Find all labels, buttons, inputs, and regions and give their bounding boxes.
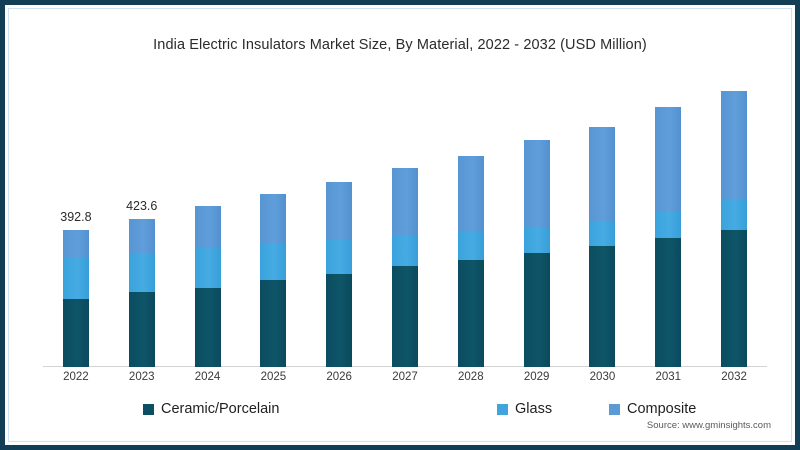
bar-segment-glass[interactable] bbox=[392, 235, 418, 267]
bar-value-label: 392.8 bbox=[60, 209, 92, 224]
x-axis-tick-2028: 2028 bbox=[458, 371, 484, 383]
bar-group[interactable] bbox=[319, 77, 359, 367]
bar-segment-glass[interactable] bbox=[457, 231, 484, 261]
x-axis-tick-2029: 2029 bbox=[523, 371, 550, 383]
stacked-bar[interactable] bbox=[457, 156, 484, 367]
bar-segment-glass[interactable] bbox=[194, 247, 221, 289]
legend-swatch-icon bbox=[497, 403, 508, 415]
stacked-bar[interactable] bbox=[260, 194, 287, 367]
bar-segment-ceramic[interactable] bbox=[62, 298, 89, 367]
x-axis-tick-2030: 2030 bbox=[589, 371, 616, 383]
bar-value-label: 423.6 bbox=[126, 199, 158, 213]
chart-legend: Ceramic/Porcelain Glass Composite bbox=[5, 401, 800, 423]
bar-segment-ceramic[interactable] bbox=[260, 280, 287, 367]
stacked-bar[interactable] bbox=[326, 181, 353, 367]
plot-area: 392.8 423.6 bbox=[43, 77, 767, 367]
bar-segment-composite[interactable] bbox=[392, 168, 418, 236]
x-axis-tick-2031: 2031 bbox=[655, 371, 682, 383]
bar-group[interactable] bbox=[517, 77, 557, 367]
bar-segment-glass[interactable] bbox=[62, 257, 89, 299]
bar-segment-glass[interactable] bbox=[128, 252, 155, 293]
bar-segment-ceramic[interactable] bbox=[721, 230, 748, 367]
bar-segment-composite[interactable] bbox=[62, 229, 89, 258]
stacked-bar[interactable] bbox=[721, 91, 748, 367]
bar-segment-ceramic[interactable] bbox=[655, 238, 682, 367]
stacked-bar[interactable] bbox=[589, 126, 616, 367]
stacked-bar[interactable] bbox=[62, 229, 89, 367]
bar-segment-ceramic[interactable] bbox=[392, 266, 418, 367]
bar-group[interactable] bbox=[714, 77, 754, 367]
stacked-bar[interactable] bbox=[392, 168, 418, 367]
x-axis-tick-labels: 2022 2023 2024 2025 2026 2027 2028 2029 2030 2031… bbox=[43, 371, 767, 391]
legend-item-glass[interactable]: Glass bbox=[497, 401, 552, 417]
x-axis-tick-2026: 2026 bbox=[326, 371, 352, 383]
legend-label: Composite bbox=[627, 401, 697, 417]
bar-segment-composite[interactable] bbox=[721, 91, 748, 201]
bar-segment-ceramic[interactable] bbox=[523, 252, 550, 367]
bar-segment-composite[interactable] bbox=[655, 107, 682, 212]
stacked-bar[interactable] bbox=[194, 205, 221, 367]
bar-segment-composite[interactable] bbox=[194, 205, 221, 248]
source-attribution: Source: www.gminsights.com bbox=[646, 420, 771, 431]
bar-group[interactable]: 423.6 bbox=[122, 77, 162, 367]
x-axis-tick-2024: 2024 bbox=[194, 371, 221, 383]
bar-group[interactable] bbox=[385, 77, 425, 367]
bar-segment-composite[interactable] bbox=[523, 139, 550, 227]
bar-segment-glass[interactable] bbox=[260, 244, 287, 281]
bar-group[interactable] bbox=[253, 77, 293, 367]
chart-title: India Electric Insulators Market Size, B… bbox=[153, 37, 647, 53]
bar-segment-composite[interactable] bbox=[260, 194, 287, 245]
bar-group[interactable] bbox=[582, 77, 622, 367]
legend-swatch-icon bbox=[143, 403, 154, 415]
bar-segment-ceramic[interactable] bbox=[194, 288, 221, 367]
x-axis-tick-2027: 2027 bbox=[392, 371, 418, 383]
bar-segment-composite[interactable] bbox=[128, 219, 155, 253]
bar-group[interactable]: 392.8 bbox=[56, 77, 96, 367]
bar-segment-glass[interactable] bbox=[523, 226, 550, 253]
bar-segment-glass[interactable] bbox=[589, 220, 616, 247]
x-axis-tick-2022: 2022 bbox=[63, 371, 89, 383]
bar-segment-composite[interactable] bbox=[326, 181, 353, 241]
bar-segment-composite[interactable] bbox=[589, 126, 616, 221]
bar-group[interactable] bbox=[188, 77, 228, 367]
x-axis-tick-2025: 2025 bbox=[260, 371, 287, 383]
x-axis-tick-2032: 2032 bbox=[721, 371, 747, 383]
stacked-bar[interactable] bbox=[523, 139, 550, 367]
legend-item-composite[interactable]: Composite bbox=[609, 401, 696, 417]
bar-segment-glass[interactable] bbox=[721, 200, 748, 231]
stacked-bar[interactable] bbox=[128, 219, 155, 367]
bar-group[interactable] bbox=[451, 77, 491, 367]
x-axis-tick-2023: 2023 bbox=[128, 371, 155, 383]
legend-item-ceramic-porcelain[interactable]: Ceramic/Porcelain bbox=[143, 401, 279, 417]
bar-segment-glass[interactable] bbox=[655, 211, 682, 239]
bar-group[interactable] bbox=[648, 77, 688, 367]
legend-swatch-icon bbox=[609, 403, 620, 415]
bar-segment-ceramic[interactable] bbox=[589, 246, 616, 367]
legend-label: Glass bbox=[515, 401, 553, 417]
bar-segment-composite[interactable] bbox=[457, 156, 484, 232]
bar-segment-ceramic[interactable] bbox=[128, 292, 155, 367]
legend-label: Ceramic/Porcelain bbox=[161, 401, 280, 417]
bar-segment-ceramic[interactable] bbox=[457, 260, 484, 367]
bar-segment-ceramic[interactable] bbox=[326, 273, 353, 367]
bar-segment-glass[interactable] bbox=[326, 240, 353, 274]
stacked-bar[interactable] bbox=[655, 107, 682, 367]
